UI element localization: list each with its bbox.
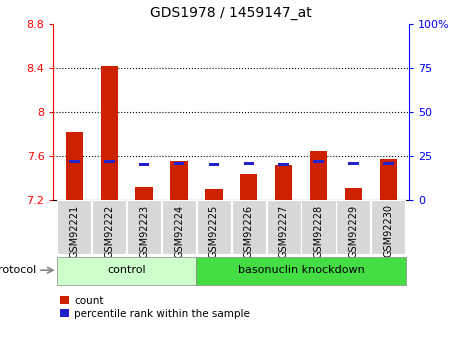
Bar xyxy=(279,164,289,166)
Text: GSM92221: GSM92221 xyxy=(69,204,80,257)
Text: GSM92228: GSM92228 xyxy=(313,204,324,257)
Bar xyxy=(336,200,371,254)
Bar xyxy=(275,165,292,200)
Bar xyxy=(104,160,114,163)
Text: protocol: protocol xyxy=(0,265,36,275)
Bar xyxy=(232,200,266,254)
Bar xyxy=(310,151,327,200)
Bar xyxy=(244,161,254,165)
Bar xyxy=(345,188,362,200)
Text: GSM92222: GSM92222 xyxy=(104,204,114,258)
Bar xyxy=(174,161,184,165)
Text: GSM92229: GSM92229 xyxy=(348,204,359,257)
Bar xyxy=(139,164,149,166)
Bar xyxy=(69,160,80,163)
Bar xyxy=(383,161,393,165)
Bar xyxy=(313,160,324,163)
Bar xyxy=(92,200,126,254)
Bar xyxy=(379,159,397,200)
Bar xyxy=(135,187,153,200)
Bar xyxy=(240,174,258,200)
Bar xyxy=(162,200,196,254)
Bar xyxy=(209,164,219,166)
Text: GSM92224: GSM92224 xyxy=(174,204,184,257)
Bar xyxy=(371,200,405,254)
Legend: count, percentile rank within the sample: count, percentile rank within the sample xyxy=(59,295,251,320)
Bar xyxy=(196,257,405,285)
Bar xyxy=(66,132,83,200)
Bar xyxy=(100,66,118,200)
Text: GSM92227: GSM92227 xyxy=(279,204,289,258)
Bar xyxy=(266,200,301,254)
Text: control: control xyxy=(107,265,146,275)
Bar xyxy=(127,200,161,254)
Bar xyxy=(205,189,223,200)
Text: GSM92225: GSM92225 xyxy=(209,204,219,258)
Bar xyxy=(170,160,188,200)
Bar xyxy=(301,200,336,254)
Bar xyxy=(57,200,92,254)
Title: GDS1978 / 1459147_at: GDS1978 / 1459147_at xyxy=(151,6,312,20)
Text: GSM92230: GSM92230 xyxy=(383,204,393,257)
Text: GSM92223: GSM92223 xyxy=(139,204,149,257)
Bar xyxy=(197,200,231,254)
Bar xyxy=(57,257,196,285)
Text: GSM92226: GSM92226 xyxy=(244,204,254,257)
Bar xyxy=(348,161,359,165)
Text: basonuclin knockdown: basonuclin knockdown xyxy=(238,265,365,275)
